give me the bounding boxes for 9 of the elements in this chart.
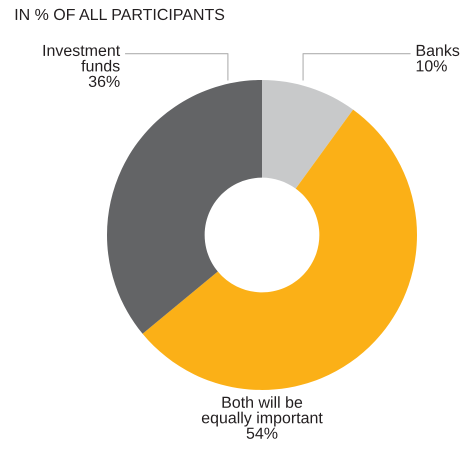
chart-title: IN % OF ALL PARTICIPANTS	[16, 8, 224, 20]
slice-label: Banks	[416, 44, 460, 56]
donut-slice	[262, 80, 354, 189]
slice-label: Investment funds	[44, 44, 120, 72]
data-label: 54%	[246, 428, 278, 439]
slice-label: Both will be equally important	[202, 396, 323, 427]
data-label: 36%	[88, 76, 120, 88]
donut-slice	[142, 110, 417, 390]
data-label: 10%	[416, 60, 447, 72]
